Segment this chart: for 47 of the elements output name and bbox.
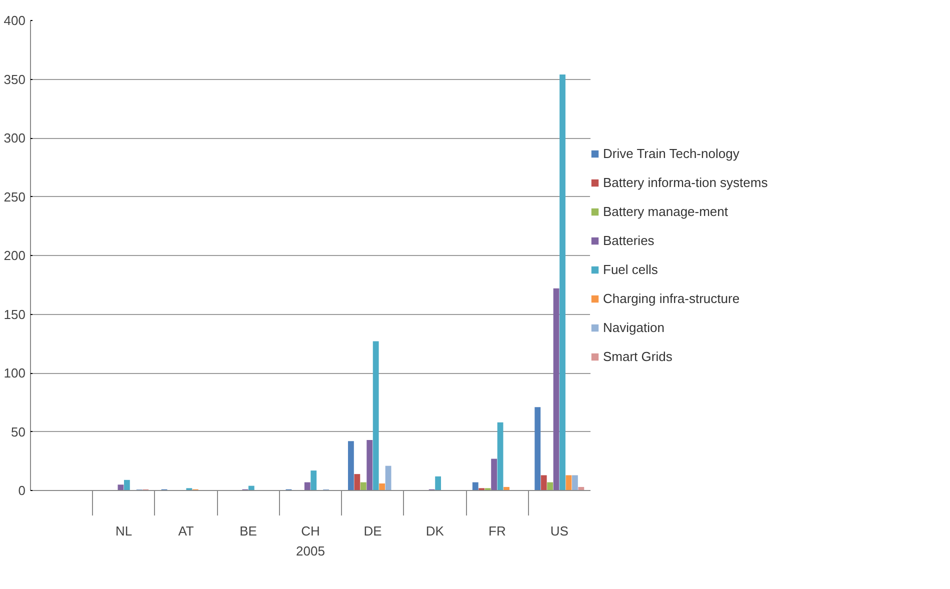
bar [534,407,541,490]
bar [366,440,373,490]
y-tick-label: 100 [4,366,26,380]
x-tick-label: DE [364,524,382,538]
legend-label: Drive Train Tech-nology [603,146,740,161]
x-tick-label: BE [240,524,258,538]
bar [540,475,547,490]
x-axis-title: 2005 [296,544,325,558]
legend-label: Batteries [603,233,654,248]
bar [372,341,379,490]
legend-label: Navigation [603,320,664,335]
bar [547,482,554,490]
legend-label: Fuel cells [603,262,658,277]
y-tick-label: 250 [4,189,26,204]
bar [360,482,366,490]
x-tick-label: US [550,524,569,538]
x-tick-label: FR [488,524,506,538]
bar [124,480,130,490]
y-tick-label: 50 [11,424,26,440]
y-tick-label: 400 [4,13,26,28]
bar [310,470,317,490]
bar [572,475,578,490]
bar [385,466,392,490]
bar [354,474,360,490]
bar [566,475,572,490]
bar [472,482,478,490]
bar [435,476,442,490]
bar [379,483,386,490]
x-tick-label: CH [301,524,320,538]
x-tick-label: AT [178,524,194,538]
y-tick-label: 0 [18,483,26,498]
y-tick-label: 200 [4,248,26,263]
legend-label: Battery manage-ment [603,204,728,219]
bar [491,458,498,490]
legend-label: Charging infra-structure [603,291,740,306]
bar [560,74,566,490]
legend-label: Battery informa-tion systems [603,175,768,190]
x-tick-label: DK [426,524,444,538]
y-tick-label: 150 [4,306,26,322]
bar [348,441,354,490]
legend-label: Smart Grids [603,349,672,364]
y-tick-label: 300 [4,130,26,146]
bar [553,288,560,490]
bar [304,482,310,490]
bar [497,422,504,490]
x-tick-label: NL [116,524,132,538]
y-tick-label: 350 [4,72,26,87]
